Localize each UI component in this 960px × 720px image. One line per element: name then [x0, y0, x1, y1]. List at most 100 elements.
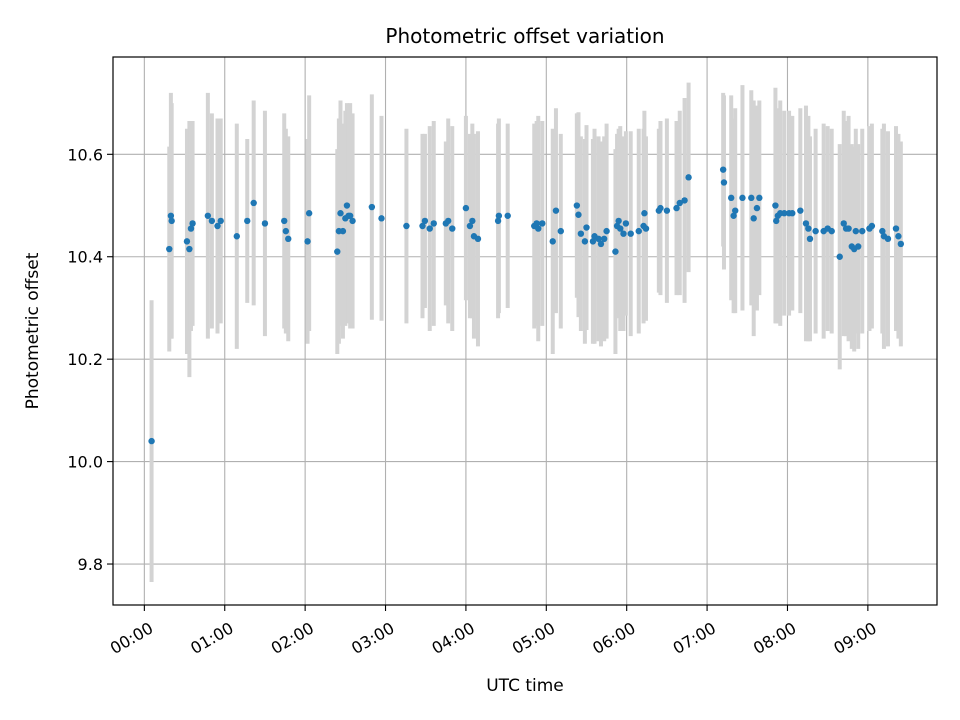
data-point [244, 217, 251, 225]
data-point [773, 217, 780, 225]
data-point [168, 217, 175, 225]
data-point [730, 212, 737, 219]
data-point [879, 227, 886, 235]
data-point [676, 199, 683, 207]
data-point [421, 217, 429, 225]
data-point [217, 217, 224, 225]
data-point [575, 211, 582, 218]
data-point [166, 245, 173, 253]
data-point [305, 210, 313, 217]
data-point [208, 217, 216, 225]
data-point [748, 194, 755, 202]
data-point [797, 207, 804, 214]
data-point [430, 220, 437, 227]
data-point [426, 225, 433, 232]
data-point [539, 220, 546, 227]
data-point [597, 240, 605, 248]
data-point [806, 235, 814, 243]
data-point [474, 235, 482, 243]
data-point [549, 238, 556, 245]
data-point [504, 212, 511, 219]
data-point [368, 203, 376, 211]
data-point [612, 248, 619, 255]
data-point [343, 202, 351, 209]
data-point [250, 199, 257, 207]
data-point [897, 240, 905, 248]
data-point [183, 238, 191, 245]
data-point [805, 225, 812, 232]
data-point [840, 220, 847, 227]
data-point [789, 210, 796, 217]
data-point [346, 212, 354, 219]
data-point [750, 215, 757, 222]
data-point [581, 238, 589, 245]
data-point [552, 207, 560, 214]
data-point [781, 210, 788, 217]
data-point [753, 204, 761, 212]
data-point [261, 220, 269, 227]
data-point [214, 222, 221, 230]
data-point [557, 227, 564, 235]
data-point [449, 225, 456, 232]
data-point [892, 225, 900, 232]
data-point [304, 238, 311, 245]
data-point [895, 233, 902, 240]
data-point [462, 204, 470, 212]
data-point [186, 245, 193, 253]
data-point [334, 248, 341, 255]
data-point [617, 225, 624, 232]
y-axis-label: Photometric offset [23, 252, 43, 409]
data-point [852, 227, 860, 235]
data-point [469, 217, 476, 225]
data-point [533, 220, 540, 227]
data-point [285, 235, 292, 243]
data-point [732, 207, 739, 214]
data-points [148, 166, 905, 445]
data-point [756, 194, 763, 202]
data-point [627, 230, 634, 237]
data-point [739, 194, 746, 202]
data-point [583, 224, 590, 231]
data-point [494, 217, 502, 225]
y-tick-label: 10.6 [67, 145, 103, 164]
data-point [836, 253, 843, 260]
data-point [378, 215, 385, 222]
data-point [620, 230, 627, 237]
data-point [859, 227, 866, 235]
data-point [685, 174, 692, 181]
data-point [204, 212, 212, 219]
data-point [577, 230, 585, 237]
data-point [720, 179, 728, 186]
x-axis-label: UTC time [486, 676, 564, 696]
data-point [641, 210, 648, 217]
data-point [772, 202, 779, 209]
data-point [635, 227, 642, 235]
data-point [282, 227, 290, 235]
data-point [349, 217, 356, 225]
data-point [728, 194, 735, 202]
data-point [622, 220, 630, 227]
data-point [868, 222, 876, 230]
data-point [589, 238, 597, 245]
y-tick-label: 10.4 [67, 248, 103, 267]
data-point [495, 212, 503, 219]
data-point [663, 207, 671, 214]
data-point [189, 220, 196, 227]
data-point [281, 217, 288, 225]
data-point [681, 197, 688, 204]
data-point [535, 225, 542, 232]
data-point [845, 225, 852, 232]
data-point [595, 235, 602, 243]
data-point [339, 227, 347, 235]
data-point [719, 166, 727, 173]
data-point [603, 227, 610, 235]
plot-frame [112, 56, 938, 606]
data-point [466, 222, 474, 230]
data-point [600, 235, 608, 243]
chart-title: Photometric offset variation [385, 24, 664, 48]
data-point [445, 217, 452, 225]
data-point [573, 202, 581, 209]
data-point [812, 227, 819, 235]
data-point [419, 222, 426, 230]
data-point [148, 437, 155, 445]
